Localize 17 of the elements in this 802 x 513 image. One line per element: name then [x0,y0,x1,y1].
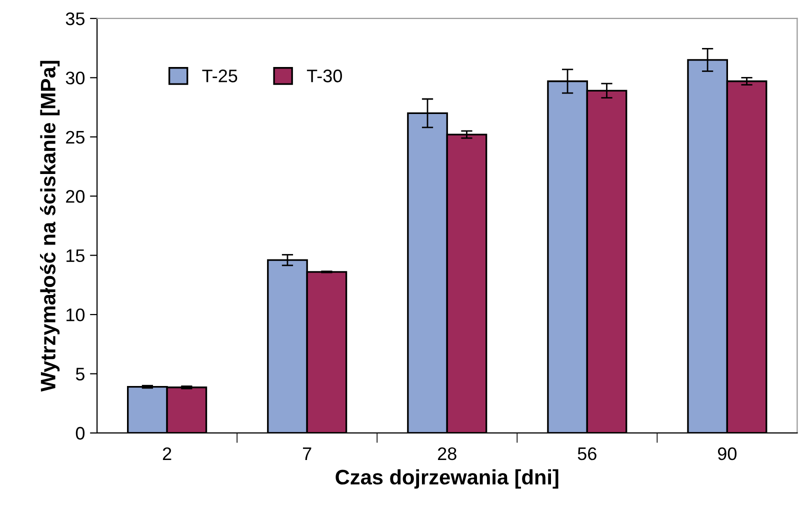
y-tick-label: 30 [66,72,85,84]
x-tick-label: 7 [302,448,312,460]
y-tick-label: 25 [66,130,84,144]
x-tick-label: 56 [578,447,596,460]
y-axis-title: Wytrzymałość na ściskanie [MPa] [40,60,60,392]
y-tick-label: 10 [66,308,85,322]
x-tick-label: 90 [718,447,737,460]
y-tick-label: 35 [66,12,84,26]
x-axis-title: Czas dojrzewania [dni] [336,469,558,489]
x-tick-label: 2 [162,447,172,460]
y-tick-label: 15 [66,249,84,262]
y-tick-label: 5 [76,368,84,380]
legend-label: T-30 [306,70,342,82]
y-tick-label: 0 [76,426,85,440]
x-tick-label: 28 [438,447,456,460]
legend-label: T-25 [202,70,238,82]
y-tick-label: 20 [66,190,85,203]
